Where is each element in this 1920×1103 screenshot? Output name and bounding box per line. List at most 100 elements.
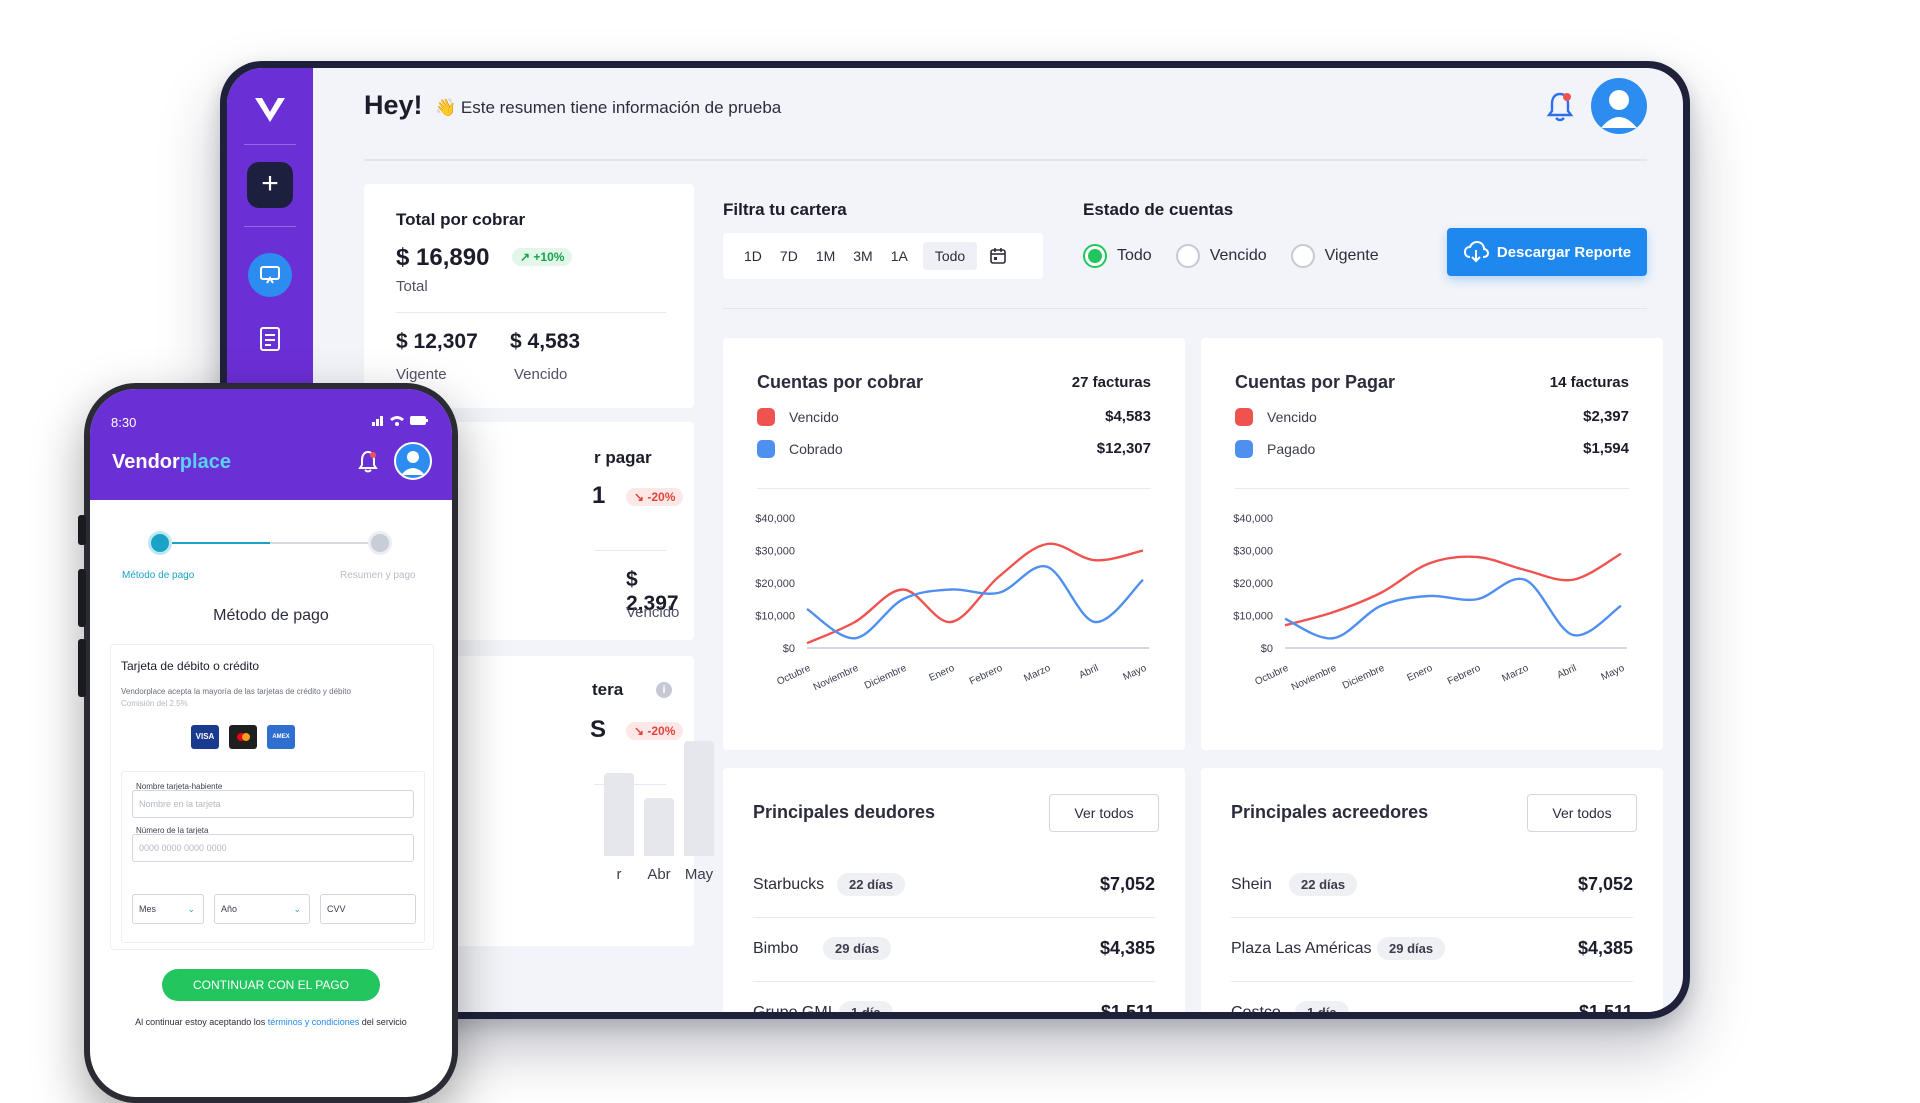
mastercard-icon — [229, 725, 257, 749]
ver-todos-button[interactable]: Ver todos — [1527, 794, 1637, 832]
creditor-name: Costco — [1231, 1004, 1281, 1012]
user-avatar[interactable] — [394, 442, 432, 480]
period-todo[interactable]: Todo — [922, 242, 978, 270]
download-report-button[interactable]: Descargar Reporte — [1447, 228, 1647, 276]
card-fee: Comisión del 2.5% — [121, 699, 188, 708]
brand-text-accent: place — [179, 451, 231, 473]
year-select[interactable]: Año ⌄ — [214, 894, 310, 924]
cuentas-por-cobrar-card: Cuentas por cobrar 27 facturas Vencido $… — [723, 338, 1185, 750]
legend-value: $4,583 — [1105, 408, 1151, 425]
chevron-down-icon: ⌄ — [187, 904, 195, 914]
bar-may — [684, 740, 714, 856]
visa-icon: VISA — [191, 725, 219, 749]
notification-bell-icon[interactable] — [357, 449, 379, 475]
card-payment-panel: Tarjeta de débito o crédito Vendorplace … — [110, 644, 434, 950]
step-payment-method-icon[interactable] — [148, 531, 172, 555]
period-1d[interactable]: 1D — [744, 248, 762, 264]
y-tick-label: $10,000 — [1233, 611, 1273, 623]
sidebar-item-dashboard[interactable] — [248, 253, 292, 297]
legend-value: $12,307 — [1096, 440, 1151, 457]
sidebar-divider — [244, 226, 296, 227]
step-label-inactive: Resumen y pago — [340, 570, 416, 581]
series-line-cobrado — [806, 565, 1144, 640]
principales-deudores-card: Principales deudores Ver todos Starbucks… — [723, 768, 1185, 1012]
list-item[interactable]: Grupo GMI 1 día $1,511 — [753, 982, 1155, 1012]
x-tick-label: Octubre — [775, 663, 812, 688]
x-tick-label: Mayo — [1599, 663, 1626, 683]
phone-header: 8:30 Vendorplace — [90, 389, 452, 500]
bar-label: May — [684, 866, 714, 883]
x-tick-label: Marzo — [1500, 663, 1530, 685]
card-divider — [396, 312, 666, 313]
radio-todo[interactable] — [1083, 244, 1107, 268]
legend-vencido: Vencido — [1235, 408, 1317, 426]
amex-icon: AMEX — [267, 725, 295, 749]
cloud-download-icon — [1463, 241, 1489, 263]
terms-prefix: Al continuar estoy aceptando los — [135, 1017, 268, 1027]
legend-swatch — [757, 408, 775, 426]
step-summary-icon[interactable] — [368, 531, 392, 555]
user-icon — [1601, 90, 1637, 128]
radio-label-todo: Todo — [1117, 247, 1152, 264]
radio-vencido[interactable] — [1175, 244, 1200, 268]
creditor-name: Shein — [1231, 876, 1272, 893]
document-icon[interactable] — [258, 326, 282, 352]
period-3m[interactable]: 3M — [853, 248, 873, 264]
card-description: Vendorplace acepta la mayoría de las tar… — [121, 687, 351, 696]
radio-vigente[interactable] — [1290, 244, 1315, 268]
legend-label: Cobrado — [789, 441, 843, 457]
total-amount: $ 16,890 — [396, 244, 490, 271]
period-1a[interactable]: 1A — [890, 248, 908, 264]
cuentas-por-pagar-card: Cuentas por Pagar 14 facturas Vencido $2… — [1201, 338, 1663, 750]
list-item[interactable]: Starbucks 22 días $7,052 — [753, 854, 1155, 918]
phone-frame: 8:30 Vendorplace — [78, 383, 458, 1103]
add-icon[interactable]: + — [247, 162, 293, 208]
legend-vencido: Vencido — [757, 408, 839, 426]
card-number-input[interactable]: 0000 0000 0000 0000 — [132, 834, 414, 862]
legend-value: $1,594 — [1583, 440, 1629, 457]
continue-payment-button[interactable]: CONTINUAR CON EL PAGO — [162, 969, 380, 1001]
header-divider — [364, 159, 1647, 161]
greeting: Hey! — [364, 90, 423, 120]
cvv-input[interactable]: CVV — [320, 894, 416, 924]
growth-badge: ↗ +10% — [512, 248, 573, 266]
x-tick-label: Diciembre — [1341, 663, 1387, 692]
x-tick-label: Noviembre — [1290, 663, 1339, 694]
estado-title: Estado de cuentas — [1083, 200, 1234, 219]
cardholder-name-input[interactable]: Nombre en la tarjeta — [132, 790, 414, 818]
y-tick-label: $20,000 — [755, 578, 795, 590]
legend-label: Vencido — [1267, 409, 1317, 425]
terms-text: Al continuar estoy aceptando los término… — [90, 1017, 452, 1027]
sidebar-divider — [244, 144, 296, 145]
vendorplace-logo-icon[interactable] — [250, 90, 290, 130]
list-item[interactable]: Costco 1 día $1,511 — [1231, 982, 1633, 1012]
user-icon — [401, 451, 425, 475]
list-item[interactable]: Plaza Las Américas 29 días $4,385 — [1231, 918, 1633, 982]
ver-todos-button[interactable]: Ver todos — [1049, 794, 1159, 832]
decline-badge: ↘ -20% — [626, 722, 684, 740]
user-avatar[interactable] — [1591, 78, 1647, 134]
x-tick-label: Mayo — [1121, 663, 1148, 683]
month-select[interactable]: Mes ⌄ — [132, 894, 204, 924]
series-line-pagado — [1284, 577, 1622, 640]
estado-radio-group: Todo Vencido Vigente — [1083, 244, 1403, 268]
principales-acreedores-card: Principales acreedores Ver todos Shein 2… — [1201, 768, 1663, 1012]
terms-link[interactable]: términos y condiciones — [267, 1017, 360, 1027]
cartera-amount: S — [590, 716, 607, 743]
brand-text: Vendor — [112, 451, 180, 473]
period-1m[interactable]: 1M — [815, 248, 836, 264]
list-item[interactable]: Shein 22 días $7,052 — [1231, 854, 1633, 918]
creditor-amount: $1,511 — [1578, 1002, 1633, 1012]
y-tick-label: $0 — [1261, 643, 1273, 655]
decline-badge: ↘ -20% — [626, 488, 684, 506]
calendar-icon[interactable] — [989, 247, 1007, 265]
radio-label-vigente: Vigente — [1324, 247, 1379, 264]
period-7d[interactable]: 7D — [779, 248, 798, 264]
list-item[interactable]: Bimbo 29 días $4,385 — [753, 918, 1155, 982]
info-icon[interactable]: i — [656, 682, 672, 698]
y-tick-label: $0 — [783, 643, 795, 655]
presentation-icon — [260, 266, 280, 284]
notification-bell-icon[interactable] — [1545, 90, 1575, 124]
x-tick-label: Octubre — [1253, 663, 1290, 688]
x-tick-label: Marzo — [1022, 663, 1052, 685]
